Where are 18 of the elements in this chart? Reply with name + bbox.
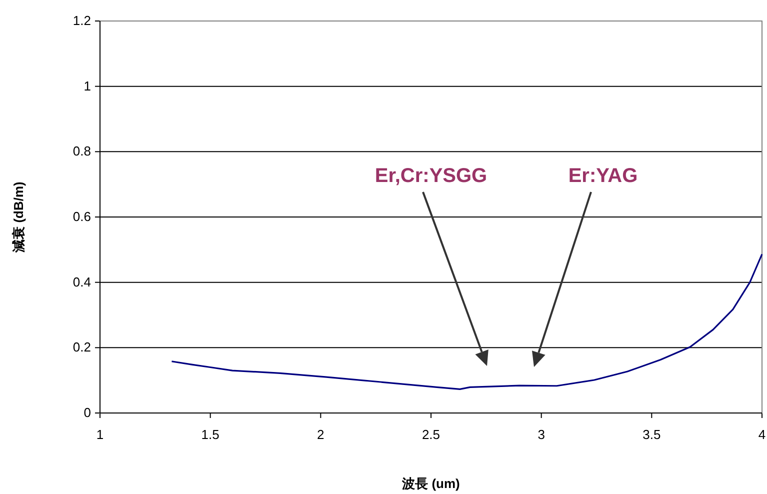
y-tick-label: 0.8	[72, 144, 91, 159]
x-tick-label: 1	[96, 427, 104, 442]
annotation: Er:YAG	[568, 165, 638, 187]
y-tick-label: 0.4	[72, 274, 91, 290]
x-tick-label: 4	[758, 427, 766, 442]
x-tick-label: 2.5	[422, 427, 440, 442]
annotation: Er,Cr:YSGG	[374, 165, 488, 187]
x-tick-label: 2	[317, 427, 324, 442]
y-tick-label: 1	[84, 78, 91, 94]
y-axis-title: 減衰 (dB/m)	[11, 182, 26, 254]
y-tick-label: 0.6	[72, 209, 91, 224]
x-axis-title: 波長 (um)	[401, 476, 460, 491]
y-tick-label: 1.2	[72, 13, 91, 28]
y-tick-label: 0.2	[72, 340, 91, 355]
x-tick-label: 3.5	[642, 427, 661, 442]
y-tick-label: 0	[84, 405, 91, 420]
x-tick-label: 1.5	[201, 427, 220, 442]
x-tick-label: 3	[538, 427, 545, 442]
